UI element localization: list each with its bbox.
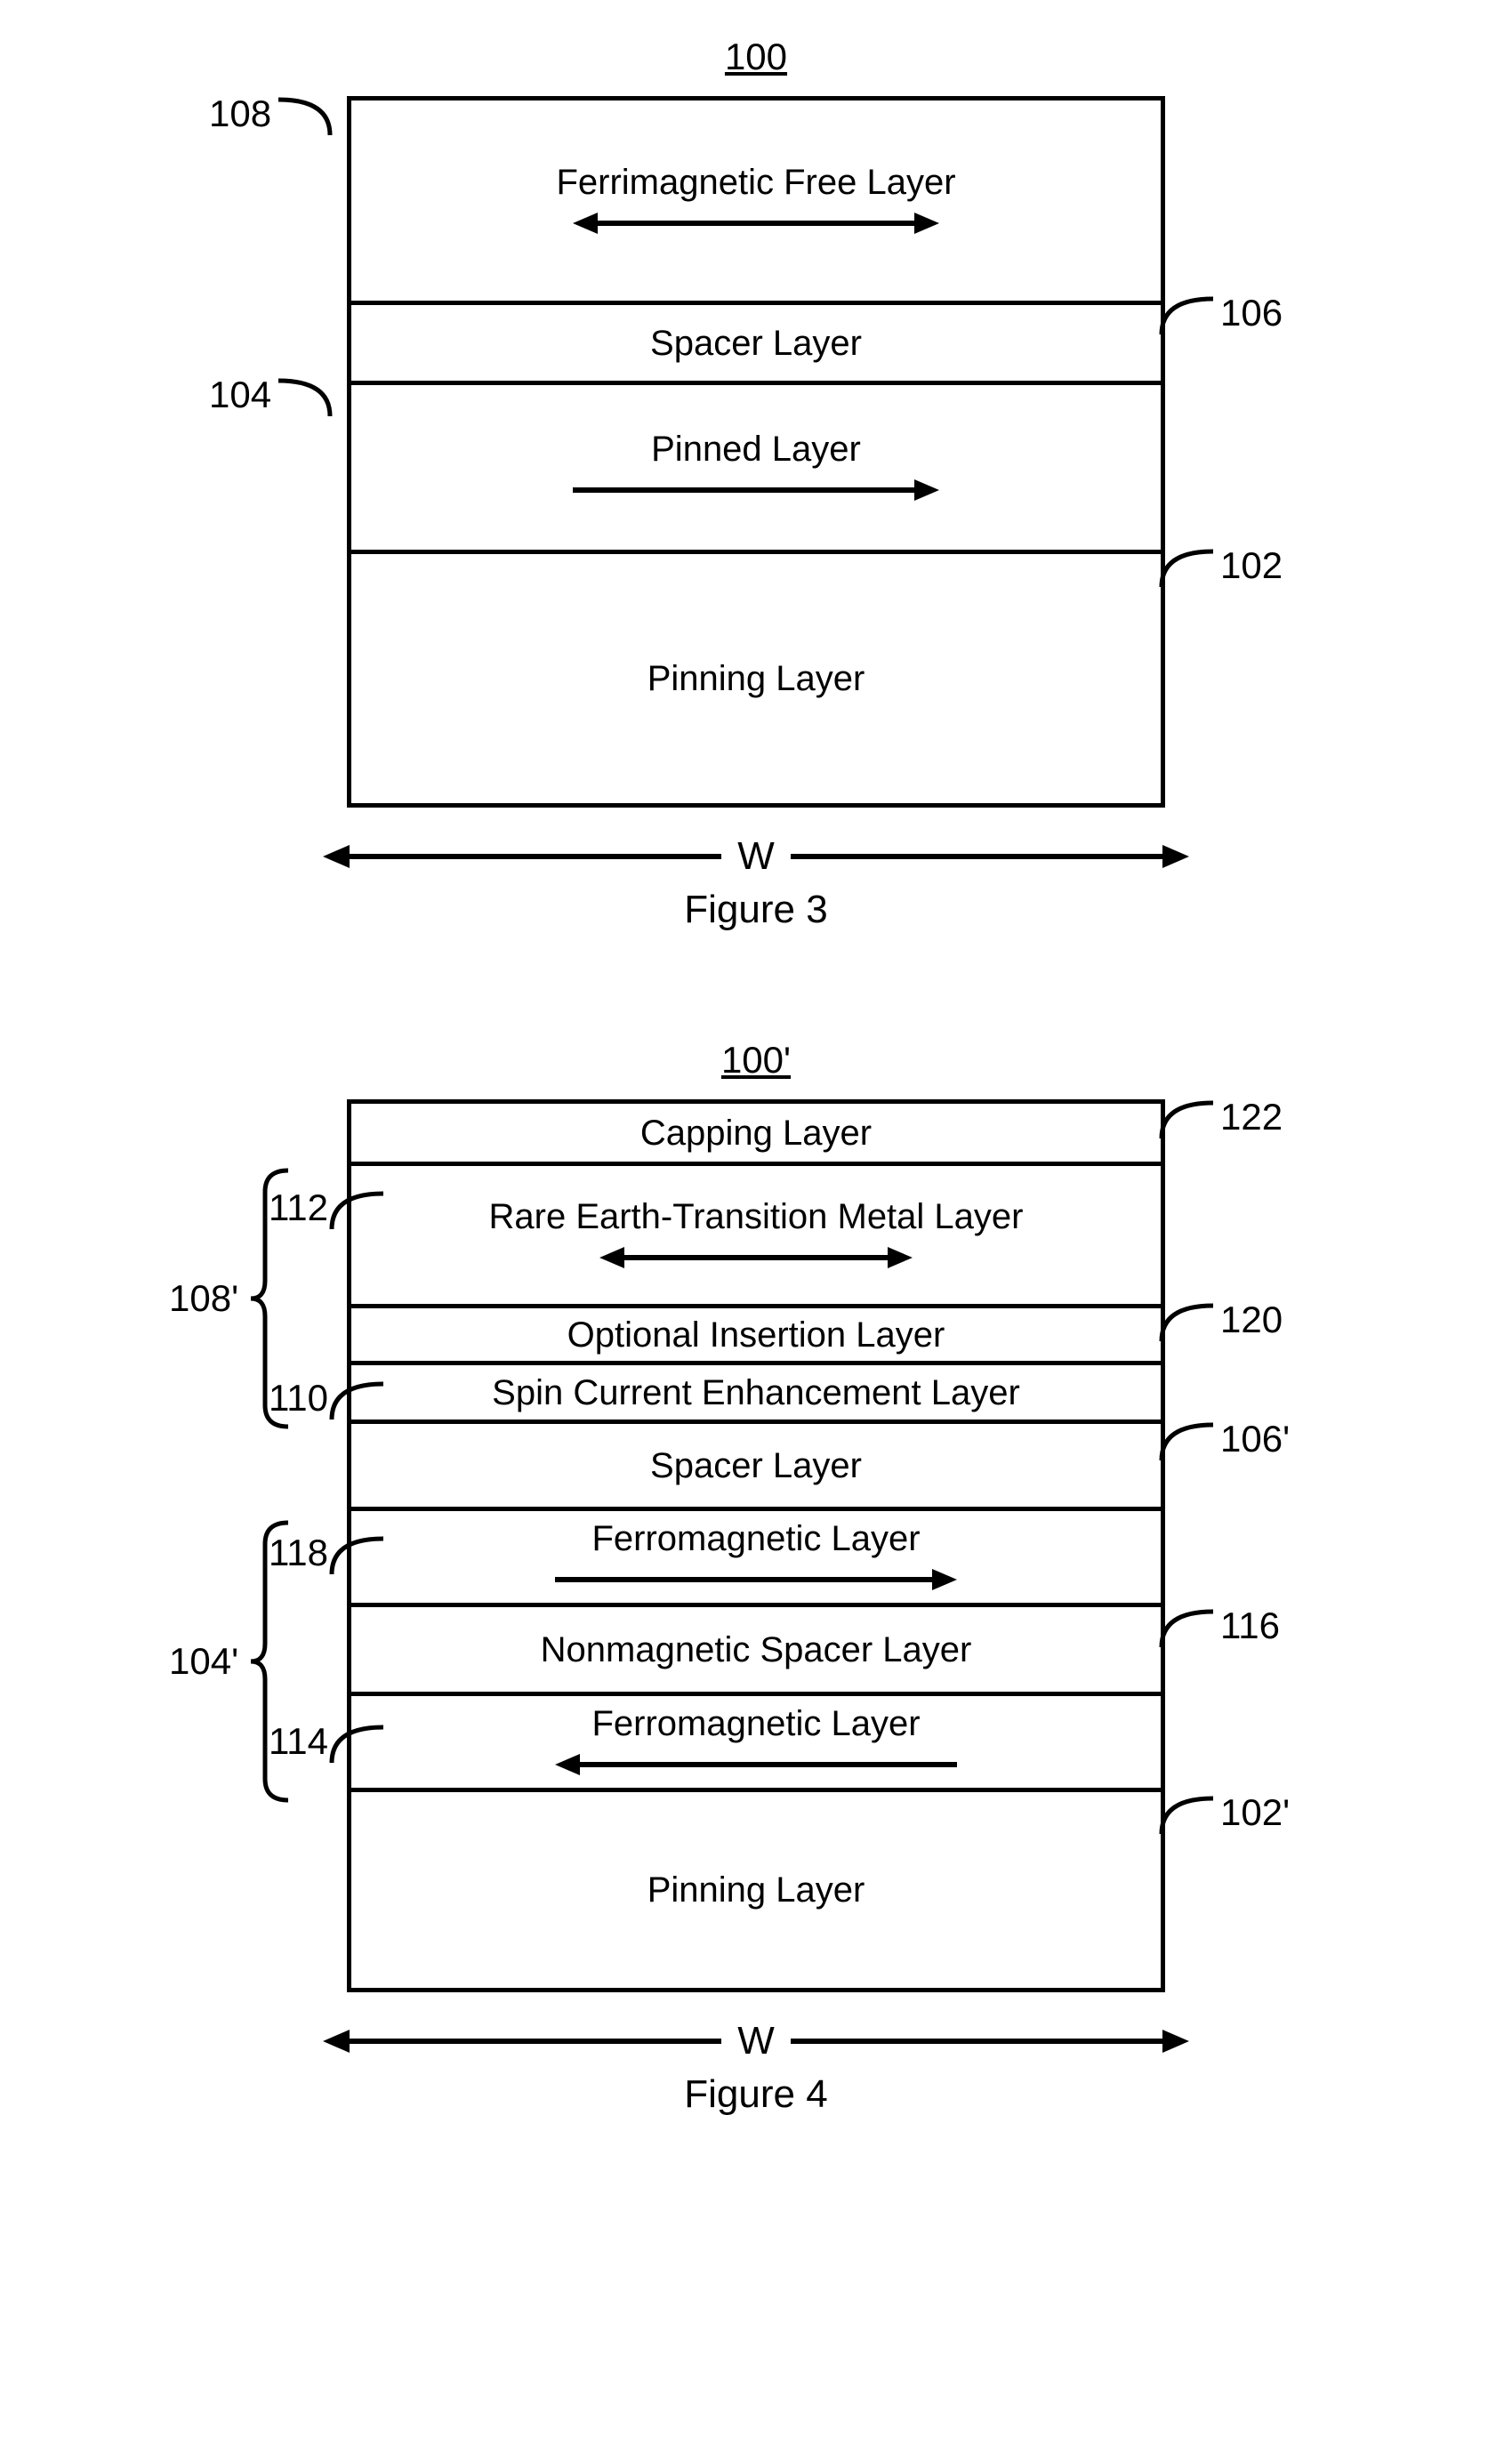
layer-f3-spacer: Spacer Layer — [351, 305, 1161, 385]
callout-number: 104 — [209, 374, 271, 416]
layer-label: Pinned Layer — [651, 430, 861, 469]
dim-arrow-left-icon — [321, 840, 721, 873]
layer-label: Capping Layer — [640, 1114, 872, 1153]
figure-4-width-label: W — [721, 2019, 791, 2063]
callout-104: 104 — [209, 368, 334, 422]
callout-hook-icon — [271, 368, 334, 422]
figure-3-stack: Ferrimagnetic Free Layer Spacer Layer Pinn… — [347, 96, 1165, 808]
layer-f4-spc: Spacer Layer — [351, 1424, 1161, 1511]
layer-label: Ferromagnetic Layer — [591, 1704, 920, 1743]
layer-label: Pinning Layer — [647, 1870, 865, 1910]
figure-4: 100' Capping Layer Rare Earth-Transition … — [53, 1039, 1459, 2117]
layer-label: Ferromagnetic Layer — [591, 1519, 920, 1558]
callout-112: 112 — [338, 1181, 460, 1235]
layer-label: Ferrimagnetic Free Layer — [556, 163, 955, 202]
layer-f3-free: Ferrimagnetic Free Layer — [351, 101, 1161, 305]
callout-number: 116 — [1220, 1605, 1280, 1647]
callout-number: 102' — [1220, 1791, 1290, 1834]
double-arrow-icon — [569, 207, 943, 239]
callout-114: 114 — [338, 1715, 460, 1768]
callout-hook-icon — [328, 1181, 390, 1235]
brace-number: 108' — [169, 1277, 238, 1320]
right-arrow-icon — [569, 474, 943, 506]
callout-hook-icon — [1158, 1412, 1220, 1466]
layer-f4-sce: Spin Current Enhancement Layer — [351, 1365, 1161, 1424]
callout-hook-icon — [328, 1371, 390, 1425]
layer-f4-re: Rare Earth-Transition Metal Layer — [351, 1166, 1161, 1308]
callout-122: 122 — [1158, 1090, 1283, 1144]
callout-hook-icon — [1158, 539, 1220, 592]
brace-number: 104' — [169, 1640, 238, 1683]
figure-3-caption: Figure 3 — [53, 888, 1459, 932]
callout-116: 116 — [1158, 1599, 1280, 1653]
figure-4-stack-wrap: Capping Layer Rare Earth-Transition Metal… — [187, 1099, 1325, 1992]
figure-3: 100 Ferrimagnetic Free Layer Spacer Layer… — [53, 36, 1459, 932]
layer-f4-nms: Nonmagnetic Spacer Layer — [351, 1607, 1161, 1696]
layer-label: Spacer Layer — [650, 1446, 862, 1485]
callout-120: 120 — [1158, 1293, 1283, 1347]
layer-f3-pinned: Pinned Layer — [351, 385, 1161, 554]
layer-f3-pinning: Pinning Layer — [351, 554, 1161, 803]
callout-108: 108 — [209, 87, 334, 141]
callout-number: 122 — [1220, 1096, 1283, 1138]
layer-f4-pin: Pinning Layer — [351, 1792, 1161, 1988]
callout-hook-icon — [1158, 1599, 1220, 1653]
callout-hook-icon — [328, 1715, 390, 1768]
callout-number: 106 — [1220, 292, 1283, 334]
dim-arrow-right-icon — [791, 2025, 1191, 2057]
layer-f4-ins: Optional Insertion Layer — [351, 1308, 1161, 1365]
figure-3-width-label: W — [721, 834, 791, 879]
figure-4-title: 100' — [53, 1039, 1459, 1082]
callout-hook-icon — [1158, 1786, 1220, 1839]
callout-number: 120 — [1220, 1299, 1283, 1341]
layer-label: Spacer Layer — [650, 324, 862, 363]
layer-label: Optional Insertion Layer — [567, 1315, 945, 1355]
left-arrow-icon — [551, 1749, 961, 1781]
curly-brace-icon — [247, 1519, 288, 1804]
callout-hook-icon — [328, 1526, 390, 1580]
layer-label: Pinning Layer — [647, 659, 865, 698]
dim-arrow-right-icon — [791, 840, 1191, 873]
brace-104p: 104' — [169, 1519, 288, 1804]
layer-label: Rare Earth-Transition Metal Layer — [489, 1197, 1024, 1236]
callout-102: 102 — [1158, 539, 1283, 592]
callout-106p: 106' — [1158, 1412, 1290, 1466]
double-arrow-icon — [596, 1242, 916, 1274]
callout-118: 118 — [338, 1526, 460, 1580]
right-arrow-icon — [551, 1564, 961, 1596]
layer-f4-cap: Capping Layer — [351, 1104, 1161, 1166]
layer-label: Nonmagnetic Spacer Layer — [541, 1630, 972, 1669]
curly-brace-icon — [247, 1167, 288, 1430]
figure-4-caption: Figure 4 — [53, 2072, 1459, 2117]
layer-f4-fm2: Ferromagnetic Layer — [351, 1696, 1161, 1792]
layer-f4-fm1: Ferromagnetic Layer — [351, 1511, 1161, 1607]
callout-number: 108 — [209, 92, 271, 135]
callout-hook-icon — [1158, 1090, 1220, 1144]
brace-108p: 108' — [169, 1167, 288, 1430]
callout-hook-icon — [1158, 286, 1220, 340]
callout-hook-icon — [271, 87, 334, 141]
callout-number: 102 — [1220, 544, 1283, 587]
callout-110: 110 — [338, 1371, 460, 1425]
callout-106: 106 — [1158, 286, 1283, 340]
layer-label: Spin Current Enhancement Layer — [492, 1373, 1020, 1412]
figure-4-width-dimension: W — [320, 2019, 1192, 2063]
callout-number: 106' — [1220, 1418, 1290, 1460]
figure-3-stack-wrap: Ferrimagnetic Free Layer Spacer Layer Pinn… — [187, 96, 1325, 808]
callout-hook-icon — [1158, 1293, 1220, 1347]
figure-4-stack: Capping Layer Rare Earth-Transition Metal… — [347, 1099, 1165, 1992]
dim-arrow-left-icon — [321, 2025, 721, 2057]
figure-3-width-dimension: W — [320, 834, 1192, 879]
figure-3-title: 100 — [53, 36, 1459, 78]
callout-102p: 102' — [1158, 1786, 1290, 1839]
